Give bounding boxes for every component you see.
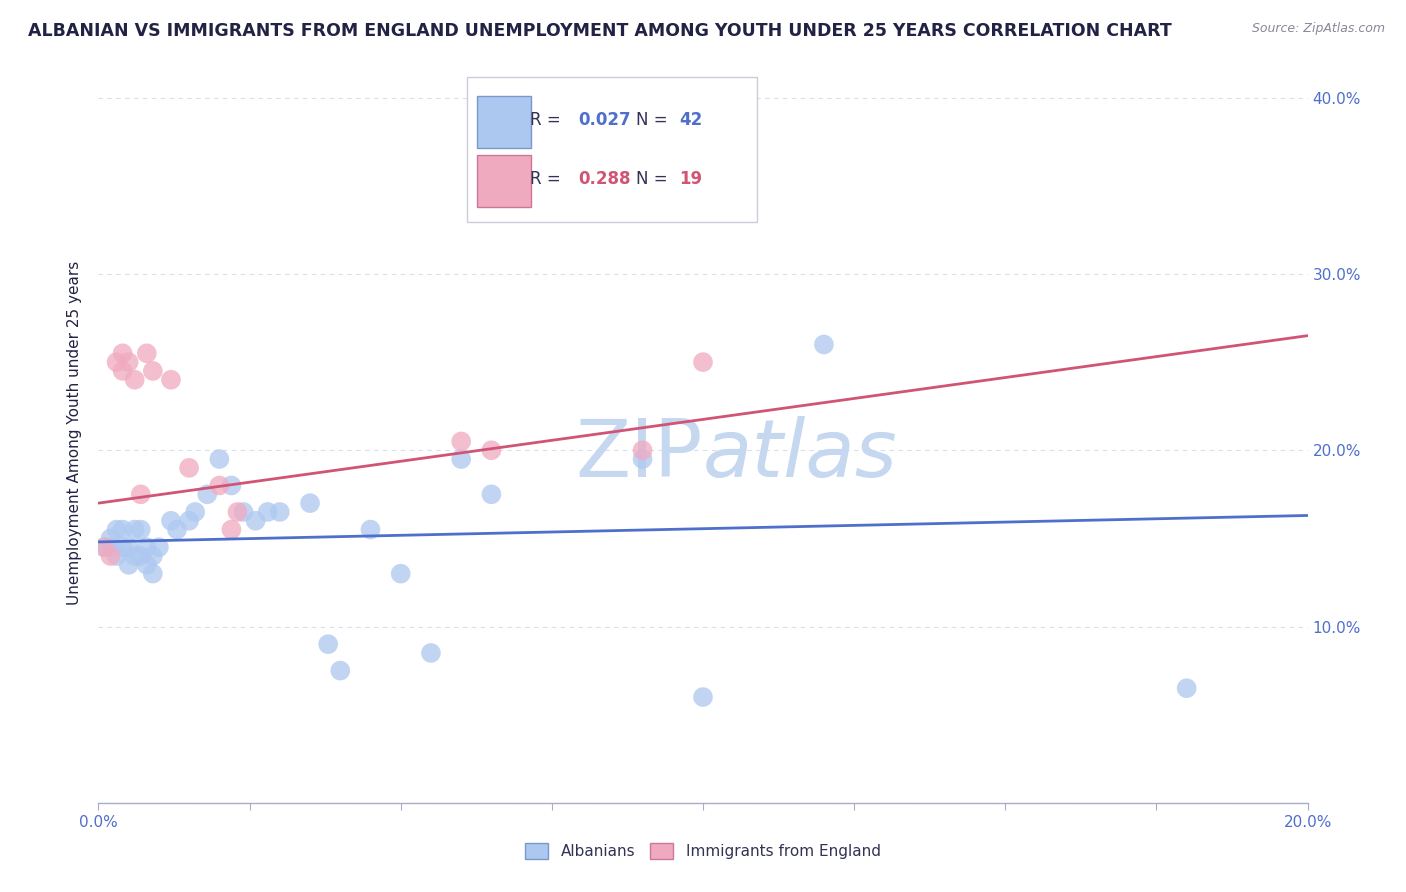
Point xyxy=(813,337,835,351)
Point xyxy=(208,478,231,492)
Text: R =: R = xyxy=(530,170,567,188)
Point xyxy=(111,523,134,537)
Point xyxy=(179,514,201,528)
Point xyxy=(160,373,183,387)
Point xyxy=(631,452,654,467)
Legend: Albanians, Immigrants from England: Albanians, Immigrants from England xyxy=(519,838,887,865)
Point xyxy=(93,540,115,554)
Text: 19: 19 xyxy=(679,170,702,188)
Point xyxy=(105,523,128,537)
Point xyxy=(179,461,201,475)
Point xyxy=(450,434,472,449)
Point xyxy=(299,496,322,510)
Point xyxy=(105,355,128,369)
Point xyxy=(184,505,207,519)
Point xyxy=(316,637,339,651)
Point xyxy=(118,355,141,369)
Point xyxy=(135,346,157,360)
Point xyxy=(360,523,382,537)
Point xyxy=(166,523,188,537)
Point xyxy=(111,364,134,378)
FancyBboxPatch shape xyxy=(467,78,758,221)
Text: R =: R = xyxy=(530,112,567,129)
Point xyxy=(129,487,152,501)
Point xyxy=(389,566,412,581)
Point xyxy=(100,540,122,554)
Point xyxy=(269,505,291,519)
Point xyxy=(93,540,115,554)
Point xyxy=(221,478,243,492)
Point xyxy=(129,523,152,537)
Text: ALBANIAN VS IMMIGRANTS FROM ENGLAND UNEMPLOYMENT AMONG YOUTH UNDER 25 YEARS CORR: ALBANIAN VS IMMIGRANTS FROM ENGLAND UNEM… xyxy=(28,22,1171,40)
Point xyxy=(692,355,714,369)
FancyBboxPatch shape xyxy=(477,155,531,207)
Point xyxy=(100,549,122,563)
Point xyxy=(124,549,146,563)
Point xyxy=(135,558,157,572)
Point xyxy=(118,558,141,572)
Point xyxy=(129,549,152,563)
Text: ZIP: ZIP xyxy=(575,416,703,494)
Point xyxy=(105,549,128,563)
Point xyxy=(245,514,267,528)
Point xyxy=(221,523,243,537)
Text: 42: 42 xyxy=(679,112,702,129)
Text: N =: N = xyxy=(637,170,673,188)
Point xyxy=(420,646,443,660)
Point xyxy=(450,452,472,467)
Point xyxy=(195,487,218,501)
Point xyxy=(111,346,134,360)
Point xyxy=(481,443,503,458)
Point xyxy=(142,364,165,378)
Point xyxy=(232,505,254,519)
Point xyxy=(208,452,231,467)
Y-axis label: Unemployment Among Youth under 25 years: Unemployment Among Youth under 25 years xyxy=(67,260,83,605)
Point xyxy=(481,487,503,501)
Point xyxy=(118,540,141,554)
Text: atlas: atlas xyxy=(703,416,898,494)
Point xyxy=(124,373,146,387)
Point xyxy=(692,690,714,704)
Point xyxy=(1175,681,1198,696)
Point xyxy=(540,169,562,184)
FancyBboxPatch shape xyxy=(477,95,531,147)
Point xyxy=(100,532,122,546)
Point xyxy=(329,664,352,678)
Point xyxy=(135,540,157,554)
Point xyxy=(142,566,165,581)
Text: N =: N = xyxy=(637,112,673,129)
Point xyxy=(142,549,165,563)
Text: 0.288: 0.288 xyxy=(578,170,631,188)
Point xyxy=(226,505,249,519)
Text: Source: ZipAtlas.com: Source: ZipAtlas.com xyxy=(1251,22,1385,36)
Point xyxy=(631,443,654,458)
Text: 0.027: 0.027 xyxy=(578,112,631,129)
Point xyxy=(148,540,170,554)
Point xyxy=(160,514,183,528)
Point xyxy=(256,505,278,519)
Point xyxy=(124,523,146,537)
Point xyxy=(111,540,134,554)
